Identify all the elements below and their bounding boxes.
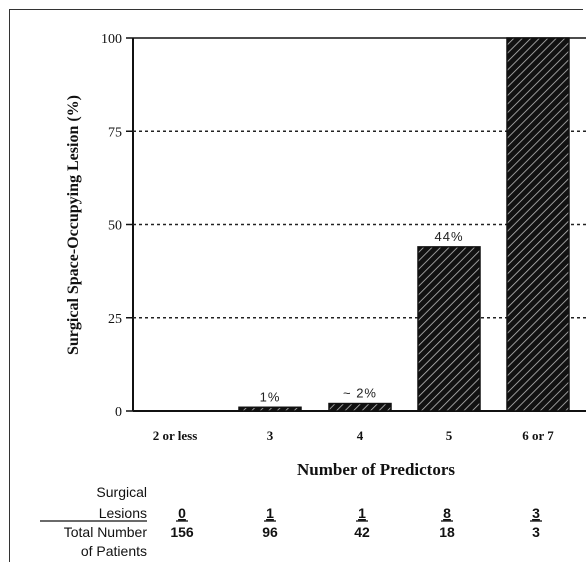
table-row1-label-line2: Lesions xyxy=(99,505,147,521)
total-patients-4: 3 xyxy=(532,524,540,540)
figure-frame xyxy=(9,9,583,562)
surgical-lesions-2: 1 xyxy=(358,505,366,521)
x-tick-label-4: 6 or 7 xyxy=(522,428,554,443)
total-patients-0: 156 xyxy=(170,524,194,540)
y-axis-label: Surgical Space-Occupying Lesion (%) xyxy=(65,95,82,355)
data-label-2: ~ 2% xyxy=(343,386,377,401)
x-tick-label-1: 3 xyxy=(267,428,274,443)
y-tick-label-75: 75 xyxy=(108,125,122,140)
surgical-lesions-1: 1 xyxy=(266,505,274,521)
surgical-lesions-0: 0 xyxy=(178,505,186,521)
y-tick-label-25: 25 xyxy=(108,312,122,327)
surgical-lesions-3: 8 xyxy=(443,505,451,521)
bar-3 xyxy=(417,246,481,412)
data-label-3: 44% xyxy=(434,229,463,244)
table-row1-label-line1: Surgical xyxy=(96,484,147,500)
total-patients-1: 96 xyxy=(262,524,278,540)
table-row2-label-line2: of Patients xyxy=(81,543,147,559)
total-patients-3: 18 xyxy=(439,524,455,540)
y-tick-label-0: 0 xyxy=(115,405,122,420)
table-row2-label-line1: Total Number xyxy=(64,524,148,540)
bar-2 xyxy=(328,402,392,412)
total-patients-2: 42 xyxy=(354,524,370,540)
bar-4 xyxy=(506,37,570,412)
y-tick-label-50: 50 xyxy=(108,219,122,234)
x-axis-label: Number of Predictors xyxy=(297,460,455,479)
data-label-1: 1% xyxy=(260,389,281,404)
bar-1 xyxy=(238,406,302,412)
surgical-lesions-4: 3 xyxy=(532,505,540,521)
x-tick-label-0: 2 or less xyxy=(153,428,198,443)
y-tick-label-100: 100 xyxy=(101,32,122,47)
x-tick-label-3: 5 xyxy=(446,428,453,443)
x-tick-label-2: 4 xyxy=(357,428,364,443)
